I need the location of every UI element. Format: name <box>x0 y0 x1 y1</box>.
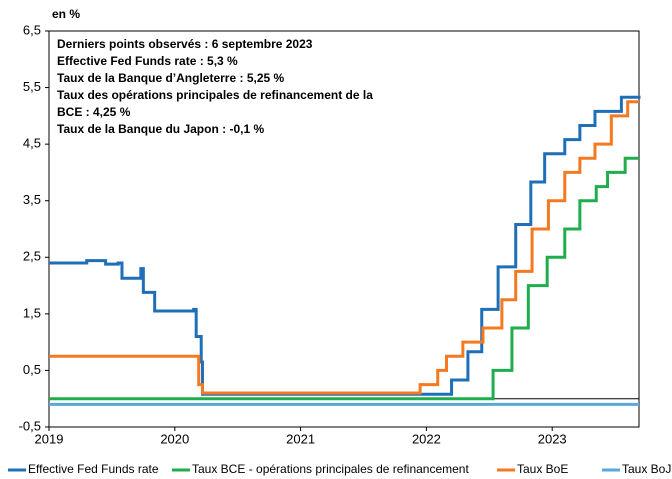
annotation: Taux des opérations principales de refin… <box>57 88 373 102</box>
y-tick-label: 3,5 <box>23 192 41 207</box>
annotation: Taux de la Banque d’Angleterre : 5,25 % <box>57 71 285 85</box>
legend-label: Taux BoJ <box>622 462 671 476</box>
y-tick-label: 4,5 <box>23 136 41 151</box>
y-tick-label: 0,5 <box>23 362 41 377</box>
x-tick-label: 2023 <box>538 431 567 446</box>
annotations: Derniers points observés : 6 septembre 2… <box>57 37 373 136</box>
legend-item: Taux BoJ <box>602 462 671 476</box>
annotation: Effective Fed Funds rate : 5,3 % <box>57 54 238 68</box>
legend-item: Taux BoE <box>497 462 568 476</box>
series-line <box>49 100 639 395</box>
x-tick-label: 2022 <box>412 431 441 446</box>
series-line <box>49 95 641 396</box>
legend-item: Effective Fed Funds rate <box>8 462 159 476</box>
series-line <box>49 156 639 401</box>
plot-frame <box>48 30 640 428</box>
legend-label: Effective Fed Funds rate <box>28 462 159 476</box>
legend-label: Taux BCE - opérations principales de ref… <box>192 462 469 476</box>
x-tick-label: 2020 <box>160 431 189 446</box>
legend-label: Taux BoE <box>517 462 568 476</box>
y-tick-label: 5,5 <box>23 79 41 94</box>
y-tick-label: 6,5 <box>23 22 41 37</box>
legend-item: Taux BCE - opérations principales de ref… <box>172 462 469 476</box>
annotation: Derniers points observés : 6 septembre 2… <box>57 37 313 51</box>
y-tick-label: 1,5 <box>23 305 41 320</box>
y-axis-label: en % <box>52 7 80 21</box>
y-tick-label: -0,5 <box>19 418 41 433</box>
y-tick-label: 2,5 <box>23 249 41 264</box>
x-tick-label: 2021 <box>286 431 315 446</box>
annotation: BCE : 4,25 % <box>57 105 131 119</box>
x-tick-label: 2019 <box>35 431 64 446</box>
annotation: Taux de la Banque du Japon : -0,1 % <box>57 122 264 136</box>
